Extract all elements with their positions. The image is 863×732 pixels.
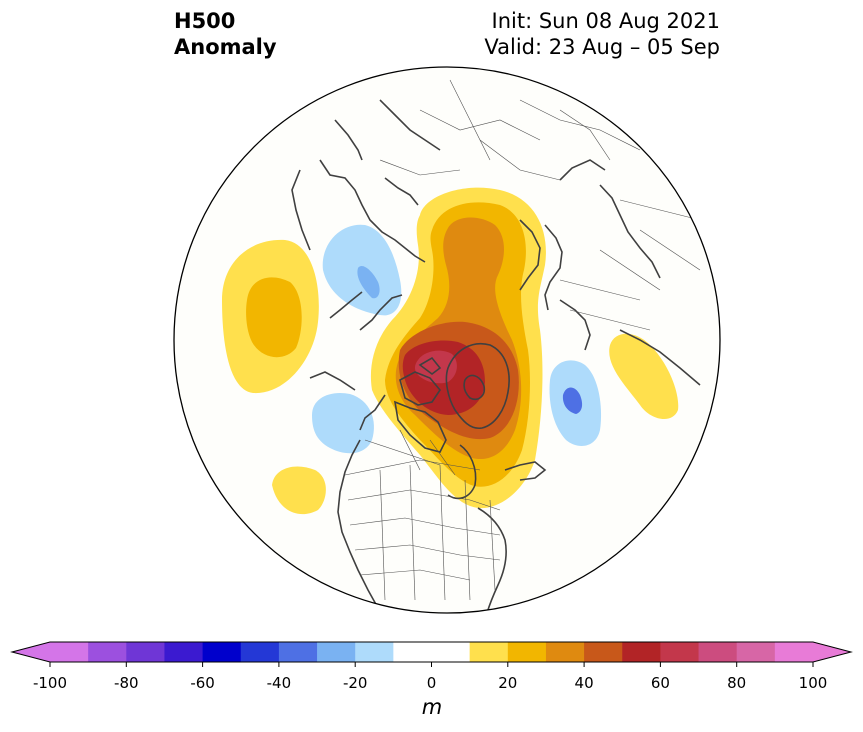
colorbar-tick-label: -40: [266, 674, 292, 692]
colorbar-segment: [202, 642, 242, 662]
anomaly-label: Anomaly: [174, 35, 277, 59]
colorbar-tick-label: -20: [342, 674, 368, 692]
colorbar-segment: [393, 642, 432, 662]
colorbar-tick-label: -100: [32, 674, 68, 692]
colorbar-tick-label: 0: [426, 674, 437, 692]
colorbar-low-extension: [12, 642, 50, 662]
colorbar-tick-label: -80: [114, 674, 139, 692]
colorbar-segment: [660, 642, 700, 662]
colorbar-segment: [545, 642, 585, 662]
colorbar-segment: [774, 642, 814, 662]
colorbar-tick-label: 20: [498, 674, 518, 692]
colorbar-unit: m: [421, 695, 443, 719]
colorbar-segment: [507, 642, 547, 662]
colorbar-tick-label: -60: [190, 674, 215, 692]
colorbar-segment: [164, 642, 204, 662]
colorbar-segment: [126, 642, 165, 662]
colorbar-segment: [278, 642, 318, 662]
positive-anomaly-pacific: [222, 239, 319, 394]
colorbar-segment: [317, 642, 356, 662]
variable-label: H500: [174, 9, 236, 33]
init-date: Init: Sun 08 Aug 2021: [491, 9, 720, 33]
colorbar-segment: [469, 642, 509, 662]
colorbar-segment: [50, 642, 89, 662]
valid-range: Valid: 23 Aug – 05 Sep: [484, 35, 720, 59]
colorbar-tick-label: 40: [574, 674, 594, 692]
colorbar-high-extension: [813, 642, 851, 662]
colorbar-segment: [584, 642, 623, 662]
positive-anomaly-small: [272, 466, 326, 515]
country-borders: [344, 79, 701, 601]
map-boundary: [173, 66, 721, 614]
negative-anomaly-siberia: [322, 224, 402, 316]
coastlines: [291, 99, 701, 613]
colorbar-segments: [50, 642, 814, 662]
colorbar-segment: [698, 642, 738, 662]
colorbar-segment: [431, 642, 471, 662]
colorbar-tick-label: 60: [650, 674, 670, 692]
colorbar-segment: [622, 642, 661, 662]
forecast-dates: Init: Sun 08 Aug 2021 Valid: 23 Aug – 05…: [484, 8, 720, 60]
positive-anomaly-east: [609, 333, 679, 420]
colorbar-segment: [355, 642, 394, 662]
colorbar-segment: [88, 642, 127, 662]
negative-anomaly-atlantic: [549, 360, 602, 446]
colorbar-segment: [240, 642, 280, 662]
colorbar-segment: [736, 642, 776, 662]
colorbar-tick-label: 80: [727, 674, 747, 692]
positive-anomaly-arctic: [370, 187, 546, 509]
map-title: H500 Anomaly: [174, 8, 277, 60]
colorbar-ticks: [49, 662, 814, 667]
colorbar-tick-label: 100: [798, 674, 828, 692]
negative-anomaly-pacific: [312, 392, 374, 454]
map-disc: [174, 67, 720, 613]
